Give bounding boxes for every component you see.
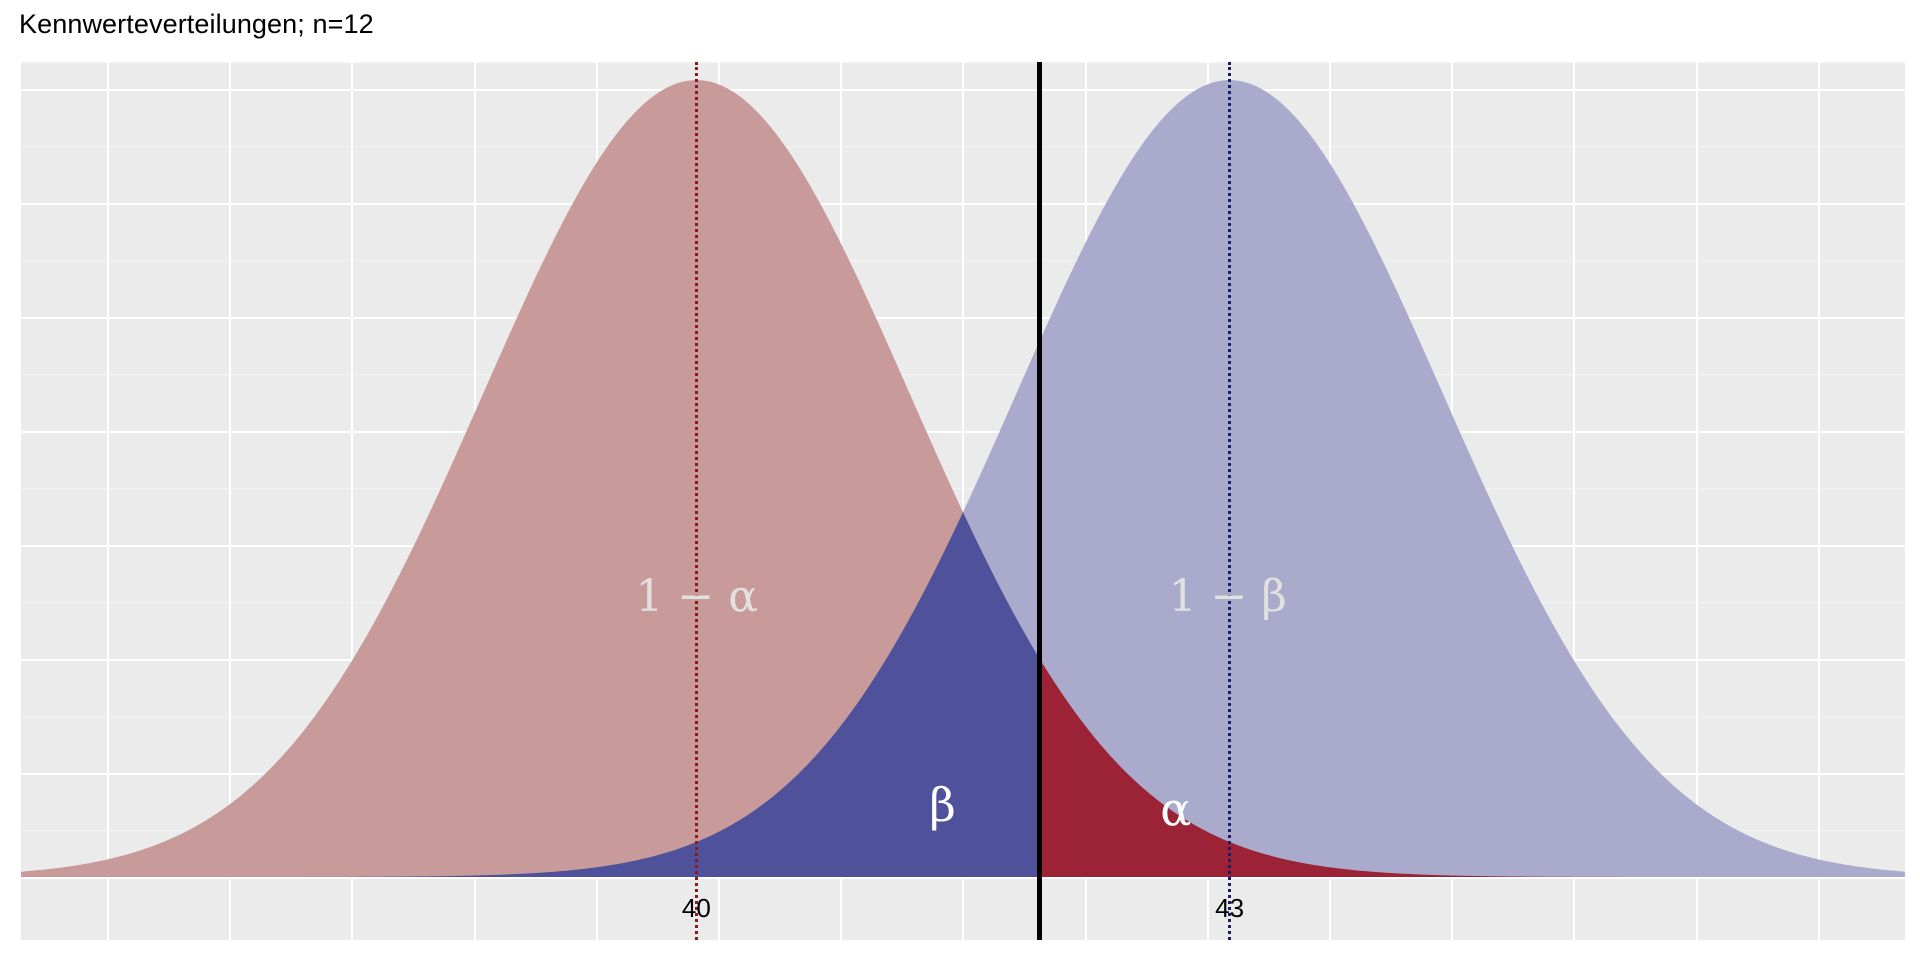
h1-mean-line-extension (1228, 877, 1232, 940)
gridline-vertical-major (107, 62, 109, 940)
h0-density-area (21, 80, 1905, 878)
x-axis: 40 43 (21, 877, 1905, 962)
h1-mean-line (1228, 62, 1232, 940)
h0-mean-line (694, 62, 698, 940)
beta-region-area (21, 512, 1040, 877)
gridline-vertical-major (229, 62, 231, 940)
critical-value-line (1036, 62, 1042, 940)
gridline-vertical-major (1696, 62, 1698, 940)
critical-value-line-extension (1036, 877, 1042, 940)
h1-density-area (21, 80, 1905, 878)
gridline-vertical-major (1573, 62, 1575, 940)
x-tick-label: 43 (1215, 893, 1245, 923)
h0-mean-line-extension (694, 877, 698, 940)
plot-panel: 1 − α 1 − β β α (21, 62, 1905, 940)
gridline-vertical-major (351, 62, 353, 940)
alpha-region-area (1039, 658, 1905, 877)
page-title: Kennwerteverteilungen; n=12 (19, 9, 374, 39)
gridline-vertical-major (962, 62, 964, 940)
density-curves (21, 62, 1905, 940)
x-tick-label: 40 (681, 893, 711, 923)
gridline-vertical-major (1818, 62, 1820, 940)
